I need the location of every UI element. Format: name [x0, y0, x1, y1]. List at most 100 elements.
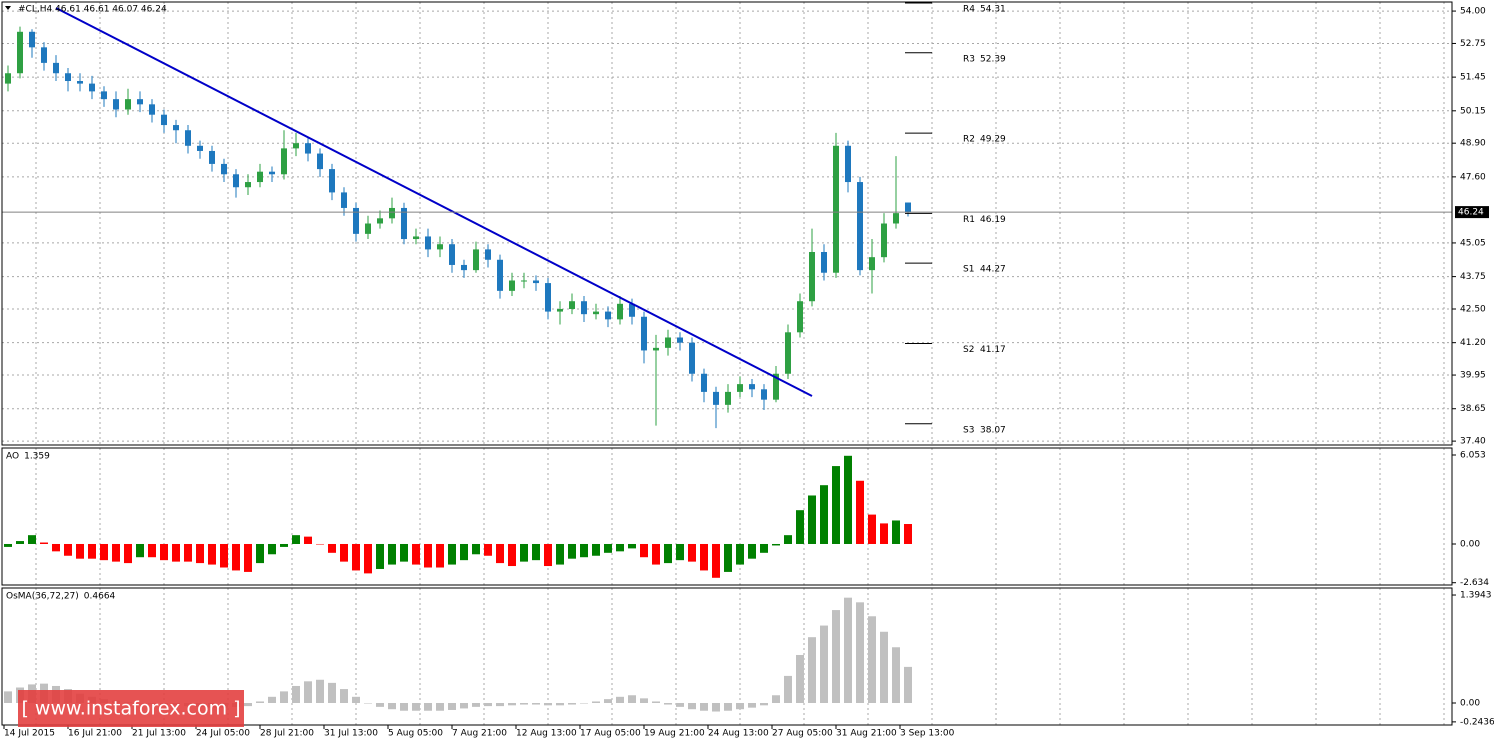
y-tick-label: 37.40 [1460, 437, 1486, 447]
y-tick-label: -0.2436 [1460, 717, 1494, 727]
y-tick-label: 0.00 [1460, 539, 1480, 549]
indicator-bar [652, 701, 660, 704]
candle-body [593, 311, 599, 315]
candle-body [845, 145, 851, 183]
indicator-bar [496, 543, 504, 564]
indicator-bar [376, 703, 384, 707]
indicator-bar [412, 543, 420, 565]
indicator-bar [556, 703, 564, 706]
candle-body [833, 145, 839, 273]
indicator-bar [484, 703, 492, 707]
indicator-bar [4, 691, 12, 704]
panel-frame [1, 447, 1453, 586]
candle-body [665, 337, 671, 348]
indicator-bar [292, 685, 300, 704]
candle-body [533, 280, 539, 284]
indicator-bar [316, 679, 324, 704]
x-tick-label: 31 Aug 21:00 [836, 729, 897, 739]
indicator-bar [532, 543, 540, 561]
indicator-bar [676, 703, 684, 707]
indicator-bar [496, 703, 504, 707]
candle-body [905, 202, 911, 213]
indicator-bar [280, 543, 288, 547]
indicator-bar [832, 610, 840, 704]
indicator-bar [352, 543, 360, 571]
y-tick-label: 1.3943 [1460, 591, 1492, 601]
x-tick-label: 24 Aug 13:00 [708, 729, 769, 739]
candle-body [137, 99, 143, 105]
indicator-bar [724, 543, 732, 572]
pivot-value: 38.07 [980, 425, 1006, 435]
indicator-bar [664, 703, 672, 705]
indicator-bar [160, 543, 168, 561]
x-tick-label: 24 Jul 05:00 [196, 729, 250, 739]
indicator-bar [52, 543, 60, 552]
indicator-bar [400, 543, 408, 562]
indicator-bar [736, 703, 744, 710]
candle-body [809, 251, 815, 302]
panel-value: 1.359 [24, 452, 50, 462]
indicator-bar [604, 699, 612, 704]
indicator-bar [808, 637, 816, 704]
indicator-bar [292, 535, 300, 544]
y-tick-label: 42.50 [1460, 304, 1486, 314]
indicator-bar [520, 703, 528, 705]
indicator-bar [784, 535, 792, 544]
pivot-value: 49.29 [980, 135, 1006, 145]
indicator-bar [424, 543, 432, 568]
pivot-name: R3 [963, 54, 975, 64]
indicator-bar [328, 543, 336, 553]
indicator-bar [436, 543, 444, 568]
indicator-bar [652, 543, 660, 565]
x-tick-label: 3 Sep 13:00 [900, 729, 955, 739]
indicator-bar [904, 666, 912, 704]
indicator-bar [88, 543, 96, 559]
indicator-bar [592, 701, 600, 704]
indicator-bar [4, 543, 12, 547]
candle-body [353, 207, 359, 234]
candle-body [701, 373, 707, 392]
candle-body [545, 283, 551, 312]
indicator-bar [208, 543, 216, 565]
candle-body [365, 223, 371, 234]
candle-body [221, 163, 227, 175]
candle-body [209, 150, 215, 164]
indicator-bar [760, 543, 768, 553]
indicator-bar [580, 543, 588, 558]
indicator-bar [760, 703, 768, 706]
x-tick-label: 19 Aug 21:00 [644, 729, 705, 739]
candle-body [317, 153, 323, 170]
y-tick-label: 6.053 [1460, 451, 1486, 461]
indicator-bar [796, 510, 804, 544]
indicator-bar [508, 703, 516, 706]
candle-body [173, 125, 179, 131]
y-tick-label: 48.90 [1460, 139, 1486, 149]
candle-body [449, 244, 455, 265]
pivot-name: R2 [963, 135, 975, 145]
indicator-bar [340, 543, 348, 562]
candle-body [461, 264, 467, 271]
indicator-bar [436, 703, 444, 711]
candle-body [473, 249, 479, 271]
indicator-bar [880, 523, 888, 544]
x-tick-label: 28 Jul 21:00 [260, 729, 314, 739]
candle-body [713, 391, 719, 405]
candle-body [401, 207, 407, 240]
indicator-bar [364, 543, 372, 574]
candle-body [77, 81, 83, 84]
candle-body [329, 169, 335, 193]
indicator-bar [724, 703, 732, 711]
candle-body [65, 73, 71, 82]
trendline [55, 7, 813, 397]
indicator-bar [856, 480, 864, 544]
indicator-bar [244, 543, 252, 572]
indicator-bar [268, 696, 276, 704]
candle-body [5, 73, 11, 84]
candle-body [257, 171, 263, 183]
candle-body [185, 130, 191, 146]
candle-body [41, 47, 47, 63]
indicator-bar [268, 543, 276, 555]
candle-body [197, 145, 203, 151]
